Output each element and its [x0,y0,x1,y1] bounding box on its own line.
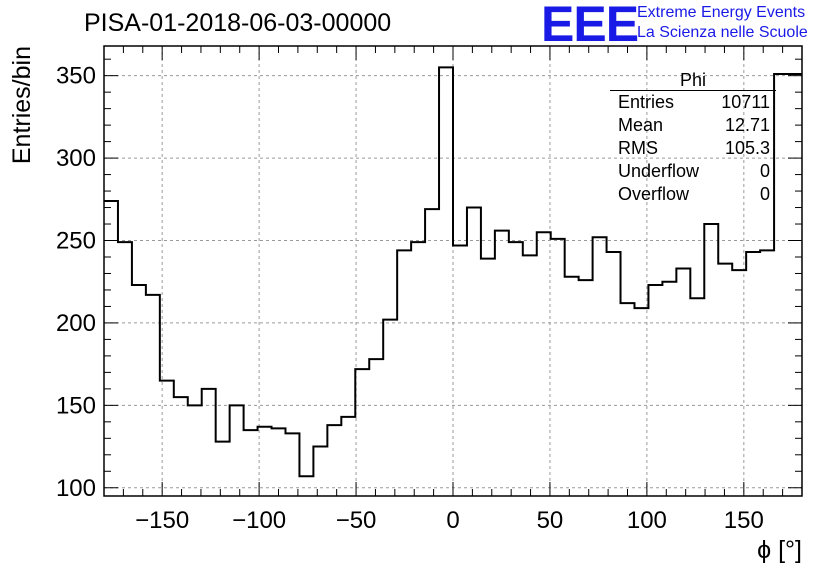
y-tick-label: 350 [56,63,96,90]
stats-value: 0 [759,161,770,181]
y-axis-label: Entries/bin [8,46,36,164]
x-tick-label: 150 [724,507,764,534]
plot-title: PISA-01-2018-06-03-00000 [84,9,392,37]
logo-subtitle-1: Extreme Energy Events [637,4,806,21]
x-tick-label: −50 [336,507,377,534]
x-tick-label: 0 [446,507,459,534]
stats-value: 12.71 [724,115,770,135]
stats-row-mean: Mean 12.71 [610,114,776,137]
stats-label: Entries [618,92,675,112]
stats-row-rms: RMS 105.3 [610,137,776,160]
stats-label: Underflow [618,161,700,181]
y-tick-label: 200 [56,310,96,337]
eee-logo: EEE [541,0,639,52]
x-tick-label: 50 [537,507,564,534]
x-tick-label: 100 [627,507,667,534]
stats-value: 0 [759,184,770,204]
y-tick-label: 100 [56,475,96,502]
stats-value: 10711 [721,92,770,112]
y-tick-label: 150 [56,392,96,419]
stats-title: Phi [610,70,776,91]
stats-row-entries: Entries 10711 [610,91,776,114]
x-tick-label: −100 [232,507,286,534]
y-tick-label: 300 [56,145,96,172]
stats-box: Phi Entries 10711 Mean 12.71 RMS 105.3 U… [610,70,776,206]
stats-value: 105.3 [724,138,770,158]
stats-label: Mean [618,115,664,135]
stats-row-underflow: Underflow 0 [610,160,776,183]
stats-row-overflow: Overflow 0 [610,183,776,206]
stats-label: Overflow [618,184,690,204]
logo-subtitle-2: La Scienza nelle Scuole [637,24,808,41]
histogram-line [104,66,802,478]
x-axis-label: ϕ [°] [757,536,802,564]
y-tick-label: 250 [56,228,96,255]
plot-frame [103,45,803,497]
x-tick-label: −150 [135,507,189,534]
stats-label: RMS [618,138,658,158]
